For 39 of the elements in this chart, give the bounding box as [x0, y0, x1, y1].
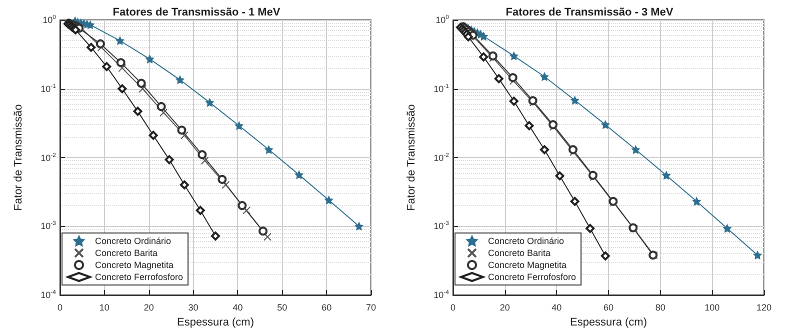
x-tick-label: 50	[277, 302, 288, 312]
y-tick-label: 10$^{-3}$	[40, 221, 56, 232]
y-tick-label: 10$^{-2}$	[40, 152, 56, 162]
x-tick-label: 0	[450, 302, 456, 312]
x-axis-title: Espessura (cm)	[570, 316, 648, 328]
y-tick-label: 10$^{0}$	[42, 15, 56, 25]
x-tick-label: 60	[322, 302, 332, 312]
legend-label: Concreto Magnetita	[488, 260, 567, 270]
chart-title: Fatores de Transmissão - 1 MeV	[112, 6, 281, 18]
legend-label: Concreto Ordinário	[488, 236, 564, 246]
y-tick-label: 10$^{-4}$	[40, 290, 56, 300]
legend-label: Concreto Ferrofosforo	[95, 272, 184, 282]
y-tick-label: 10$^{-1}$	[40, 84, 56, 94]
x-tick-label: 0	[57, 302, 63, 312]
x-tick-label: 40	[232, 302, 243, 312]
x-tick-label: 60	[603, 302, 614, 312]
y-tick-label: 10$^{-2}$	[434, 152, 449, 162]
chart-title: Fatores de Transmissão - 3 MeV	[506, 6, 674, 18]
y-axis-title: Fator de Transmissão	[12, 104, 24, 211]
x-tick-label: 100	[704, 302, 720, 312]
x-tick-label: 30	[188, 302, 198, 312]
y-tick-label: 10$^{-1}$	[434, 84, 449, 94]
legend-label: Concreto Barita	[488, 248, 551, 258]
x-tick-label: 120	[756, 302, 772, 312]
x-tick-label: 10	[99, 302, 110, 312]
x-tick-label: 80	[655, 302, 666, 312]
y-tick-label: 10$^{-3}$	[434, 221, 449, 232]
y-axis-title: Fator de Transmissão	[406, 104, 418, 211]
legend-label: Concreto Barita	[95, 248, 158, 258]
legend-label: Concreto Magnetita	[95, 260, 174, 270]
y-tick-label: 10$^{0}$	[436, 15, 449, 25]
x-tick-label: 40	[552, 302, 562, 312]
legend-label: Concreto Ferrofosforo	[488, 272, 576, 282]
x-tick-label: 20	[144, 302, 154, 312]
x-tick-label: 70	[366, 302, 376, 312]
x-tick-label: 20	[500, 302, 510, 312]
y-tick-label: 10$^{-4}$	[434, 290, 449, 300]
x-axis-title: Espessura (cm)	[176, 316, 254, 328]
legend-label: Concreto Ordinário	[95, 236, 172, 246]
